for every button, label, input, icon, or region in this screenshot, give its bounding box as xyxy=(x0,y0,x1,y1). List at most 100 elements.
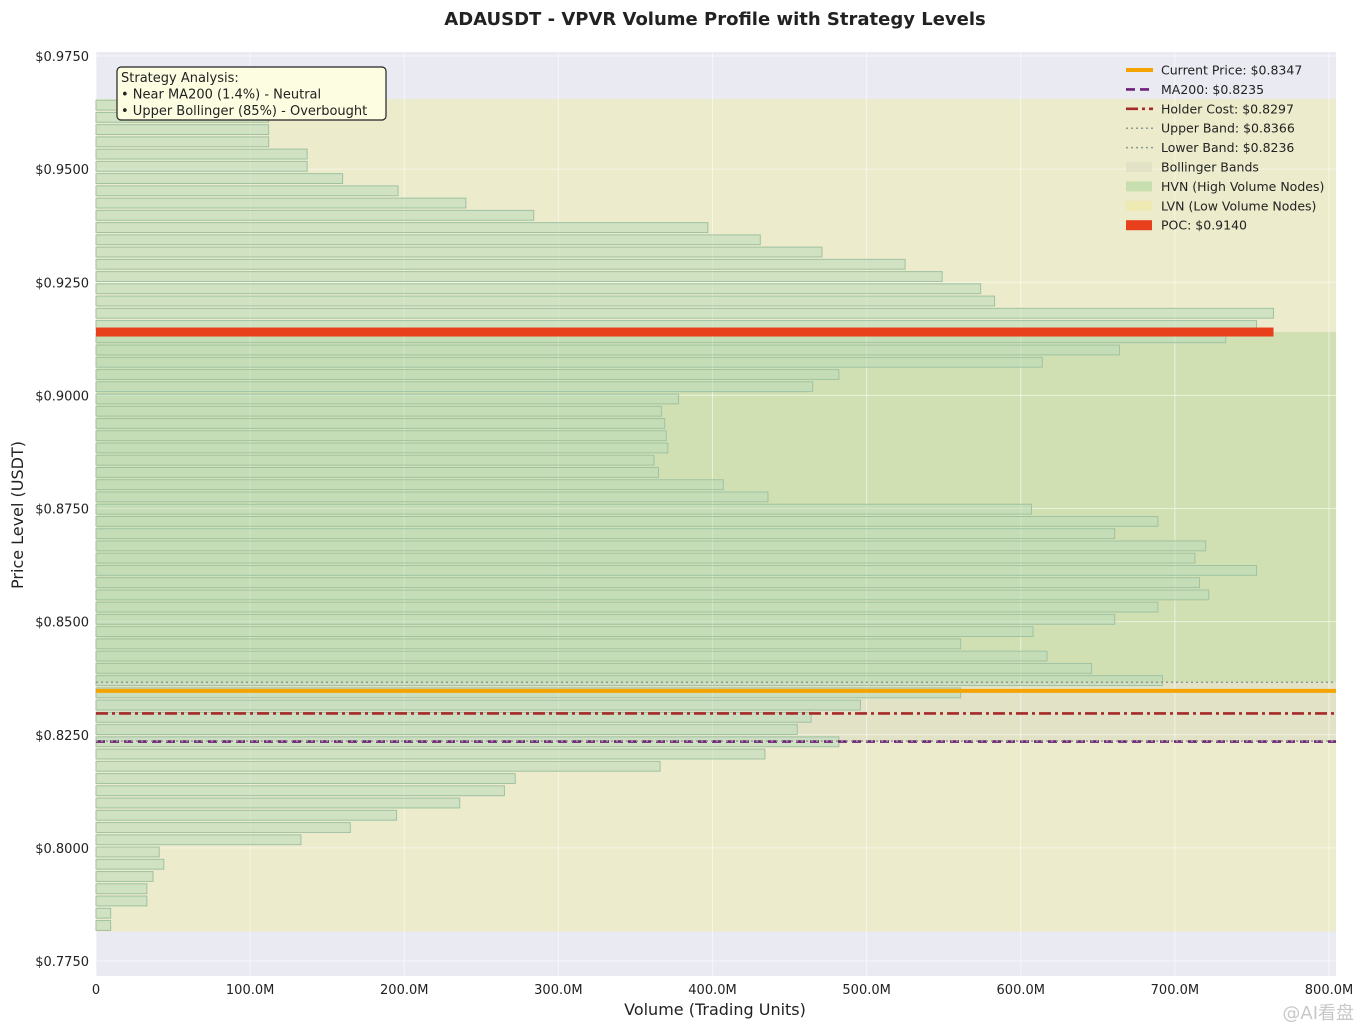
volume-bar xyxy=(95,467,660,478)
volume-bar xyxy=(95,479,724,491)
volume-bar xyxy=(95,442,669,454)
volume-bar xyxy=(95,797,461,809)
volume-bar xyxy=(95,711,812,723)
x-tick-label: 400.0M xyxy=(688,983,736,998)
volume-bar xyxy=(95,454,655,466)
volume-bar xyxy=(95,271,943,282)
volume-bar xyxy=(95,760,661,772)
volume-bar xyxy=(95,209,535,221)
volume-bar xyxy=(95,822,351,833)
y-tick-label: $0.8500 xyxy=(35,616,89,631)
volume-bar xyxy=(95,405,663,417)
legend-swatch xyxy=(1126,181,1152,192)
volume-bar xyxy=(95,222,709,233)
volume-bar xyxy=(95,515,1159,527)
volume-bar xyxy=(95,724,798,735)
volume-bar xyxy=(95,858,165,870)
annotation-line: • Near MA200 (1.4%) - Neutral xyxy=(121,88,321,103)
volume-bar xyxy=(95,907,112,919)
x-tick-label: 700.0M xyxy=(1151,983,1199,998)
x-tick-label: 300.0M xyxy=(534,983,582,998)
volume-bar xyxy=(95,369,840,380)
volume-bar xyxy=(95,246,823,258)
volume-bar xyxy=(95,528,1116,540)
volume-bar xyxy=(95,577,1201,589)
volume-bar xyxy=(95,809,398,821)
x-axis-label: Volume (Trading Units) xyxy=(624,1000,806,1019)
volume-bar xyxy=(95,356,1043,368)
volume-bar xyxy=(95,638,962,650)
volume-bar xyxy=(95,871,154,882)
y-tick-label: $0.8750 xyxy=(35,503,89,518)
volume-bar xyxy=(95,295,996,307)
y-tick-label: $0.8250 xyxy=(35,729,89,744)
x-tick-label: 600.0M xyxy=(997,983,1045,998)
volume-bar xyxy=(95,124,270,136)
volume-bar xyxy=(95,491,769,503)
legend-label: MA200: $0.8235 xyxy=(1161,82,1264,97)
volume-bar xyxy=(95,185,399,197)
volume-bar xyxy=(95,136,270,148)
volume-bar xyxy=(95,283,982,295)
y-tick-label: $0.9000 xyxy=(35,389,89,404)
volume-bar xyxy=(95,748,766,760)
axes: 0 100.0M 200.0M 300.0M 400.0M 500.0M 600.0M 700… xyxy=(35,50,1353,998)
y-axis-label: Price Level (USDT) xyxy=(8,441,27,589)
x-tick-label: 0 xyxy=(92,983,100,998)
y-tick-label: $0.9750 xyxy=(35,50,89,65)
strategy-annotation: Strategy Analysis: • Near MA200 (1.4%) - … xyxy=(116,66,387,121)
annotation-box xyxy=(116,66,387,121)
zone-band xyxy=(96,741,1336,932)
x-tick-label: 800.0M xyxy=(1305,983,1353,998)
x-tick-label: 500.0M xyxy=(842,983,890,998)
volume-bar xyxy=(95,393,680,405)
volume-bar xyxy=(95,258,906,270)
legend-swatch xyxy=(1126,220,1152,231)
volume-bar xyxy=(95,148,308,160)
y-tick-label: $0.7750 xyxy=(35,955,89,970)
legend: Current Price: $0.8347 MA200: $0.8235 Hold… xyxy=(1126,63,1324,233)
chart-title: ADAUSDT - VPVR Volume Profile with Strat… xyxy=(444,9,985,30)
volume-bar xyxy=(95,834,302,846)
volume-bar xyxy=(95,699,861,711)
volume-bar xyxy=(95,895,148,907)
volume-bar xyxy=(95,920,112,931)
volume-bar xyxy=(95,418,666,429)
annotation-line: Strategy Analysis: xyxy=(121,71,239,86)
volume-bar xyxy=(95,197,467,209)
legend-label: LVN (Low Volume Nodes) xyxy=(1161,198,1316,213)
annotation-line: • Upper Bollinger (85%) - Overbought xyxy=(121,104,367,119)
volume-bar xyxy=(95,344,1120,356)
legend-label: Bollinger Bands xyxy=(1161,160,1259,175)
volume-bar xyxy=(95,503,1033,515)
legend-label: Holder Cost: $0.8297 xyxy=(1161,101,1294,116)
volume-bar xyxy=(95,552,1196,564)
legend-label: Lower Band: $0.8236 xyxy=(1161,140,1294,155)
volume-bar xyxy=(95,160,308,172)
volume-bar xyxy=(95,785,505,797)
poc-line xyxy=(96,327,1274,337)
volume-bar xyxy=(95,675,1164,687)
y-tick-label: $0.9250 xyxy=(35,276,89,291)
y-tick-label: $0.9500 xyxy=(35,163,89,178)
volume-bar xyxy=(95,626,1034,638)
x-tick-label: 200.0M xyxy=(380,983,428,998)
volume-bar xyxy=(95,589,1210,601)
x-tick-label: 100.0M xyxy=(226,983,274,998)
volume-bar xyxy=(95,307,1275,319)
volume-bar xyxy=(95,234,761,246)
volume-bar xyxy=(95,601,1159,613)
legend-label: Current Price: $0.8347 xyxy=(1161,63,1302,78)
volume-bar xyxy=(95,662,1093,674)
watermark: @AI看盘 xyxy=(1282,1003,1354,1024)
legend-swatch xyxy=(1126,162,1152,172)
volume-bar xyxy=(95,650,1048,662)
volume-bar xyxy=(95,613,1116,625)
legend-swatch xyxy=(1126,200,1152,211)
legend-label: Upper Band: $0.8366 xyxy=(1161,121,1295,136)
volume-bar xyxy=(95,540,1207,552)
volume-bar xyxy=(95,883,148,895)
volume-bar xyxy=(95,773,516,784)
